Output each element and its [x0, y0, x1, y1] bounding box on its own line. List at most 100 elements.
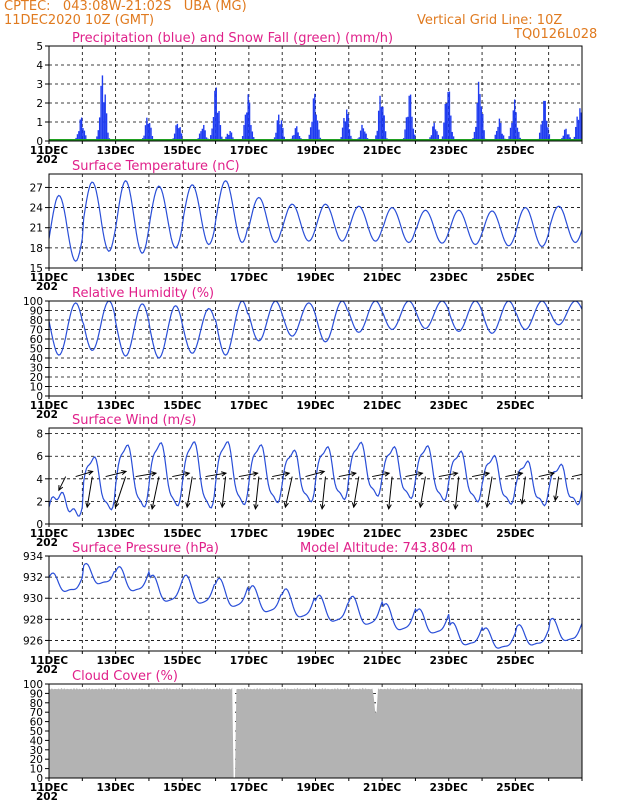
y-tick-label: 50 [30, 726, 43, 738]
x-date-label: 15DEC [163, 782, 202, 794]
y-tick-label: 926 [23, 635, 43, 647]
y-tick-label: 80 [30, 315, 43, 327]
precip-bar [348, 129, 351, 141]
y-tick-label: 15 [30, 263, 43, 275]
y-tick-label: 60 [30, 334, 43, 346]
wind-vector [438, 472, 458, 478]
x-date-label: 21DEC [363, 528, 402, 540]
x-date-label: 15DEC [163, 655, 202, 667]
x-year-fragment: 202 [36, 154, 58, 166]
precip-bar [251, 131, 254, 141]
precip-bar [215, 87, 217, 141]
precip-bar [198, 133, 201, 141]
precip-bar [291, 135, 294, 141]
plot-area [49, 562, 582, 649]
wind-arrowhead [151, 471, 158, 477]
precip-bar [143, 135, 145, 141]
wind-arrowhead [549, 471, 556, 477]
y-tick-label: 100 [23, 679, 43, 691]
precip-bar [451, 131, 453, 141]
precip-bar [275, 132, 277, 141]
precip-bar [150, 127, 152, 141]
precip-bar [248, 102, 251, 141]
x-date-label: 11DEC [30, 528, 69, 540]
x-date-label: 11DEC [30, 272, 69, 284]
wind-arrowhead [386, 503, 392, 511]
precip-bar [575, 126, 577, 141]
precip-bar [500, 122, 502, 141]
y-tick-label: 3 [36, 79, 43, 91]
y-tick-label: 100 [23, 296, 43, 308]
wind-arrowhead [418, 502, 424, 509]
precip-bar [144, 125, 147, 141]
precip-bar [97, 130, 99, 141]
panel-title: Relative Humidity (%) [72, 286, 214, 301]
precip-bar [364, 131, 366, 141]
y-tick-label: 5 [36, 41, 43, 53]
wind-arrowhead [553, 495, 559, 502]
precip-bar [509, 127, 512, 141]
precip-bar [107, 132, 109, 141]
precip-bar [541, 120, 544, 141]
precip-bar [216, 112, 219, 141]
x-date-label: 25DEC [496, 145, 535, 157]
precip-bar [96, 136, 98, 141]
precip-bar [250, 125, 252, 141]
precip-bar [278, 114, 280, 141]
x-year-fragment: 202 [36, 537, 58, 549]
wind-arrowhead [453, 503, 459, 511]
wind-vector [221, 476, 227, 508]
wind-vector [538, 472, 555, 478]
plot-area [49, 180, 582, 262]
precip-bar [311, 121, 313, 141]
precip-bar [173, 133, 176, 141]
precip-bar [359, 130, 362, 141]
y-tick-label: 930 [23, 593, 43, 605]
precip-bar [83, 130, 86, 141]
x-date-label: 17DEC [230, 655, 269, 667]
precip-bar [379, 95, 381, 141]
x-date-label: 15DEC [163, 272, 202, 284]
x-date-label: 17DEC [230, 528, 269, 540]
precip-bar [511, 122, 513, 141]
precip-bar [225, 136, 227, 141]
wind-arrowhead [485, 502, 491, 509]
y-tick-label: 20 [30, 754, 43, 766]
x-date-label: 21DEC [363, 655, 402, 667]
precip-bar [341, 127, 344, 141]
wind-arrowhead [185, 502, 191, 509]
precip-bar [376, 130, 378, 141]
wind-vector [172, 472, 190, 478]
wind-vector [454, 476, 460, 509]
precip-bar [545, 120, 548, 141]
y-tick-label: 50 [30, 344, 43, 356]
x-date-label: 23DEC [430, 145, 469, 157]
wind-arrowhead [121, 469, 128, 476]
wind-vector [86, 476, 93, 508]
x-date-label: 17DEC [230, 145, 269, 157]
wind-vector [284, 476, 293, 508]
precip-bar [512, 110, 514, 141]
precip-bar [344, 121, 347, 141]
precip-bar [104, 94, 106, 141]
wind-vector [105, 470, 127, 478]
y-tick-label: 932 [23, 572, 43, 584]
x-date-label: 19DEC [296, 655, 335, 667]
precip-bar [312, 98, 315, 141]
x-date-label: 19DEC [296, 272, 335, 284]
precip-bar [513, 99, 516, 141]
wind-vector [254, 476, 260, 509]
precip-panel: 0 1 2 3 4 5 11DEC 13DEC 15DEC 17DEC 19DEC 21DEC 23DE… [30, 31, 583, 166]
x-year-fragment: 202 [36, 664, 58, 676]
wind-vector [353, 476, 360, 508]
wind-arrowhead [253, 503, 259, 511]
precip-bar [362, 128, 365, 141]
precip-bar [78, 131, 80, 141]
y-tick-label: 90 [30, 688, 43, 700]
precip-bar [544, 100, 546, 141]
precip-bar [180, 133, 183, 141]
precip-bar [480, 106, 483, 141]
precip-bar [244, 114, 247, 141]
precip-bar [228, 134, 230, 141]
precip-bar [414, 134, 416, 141]
